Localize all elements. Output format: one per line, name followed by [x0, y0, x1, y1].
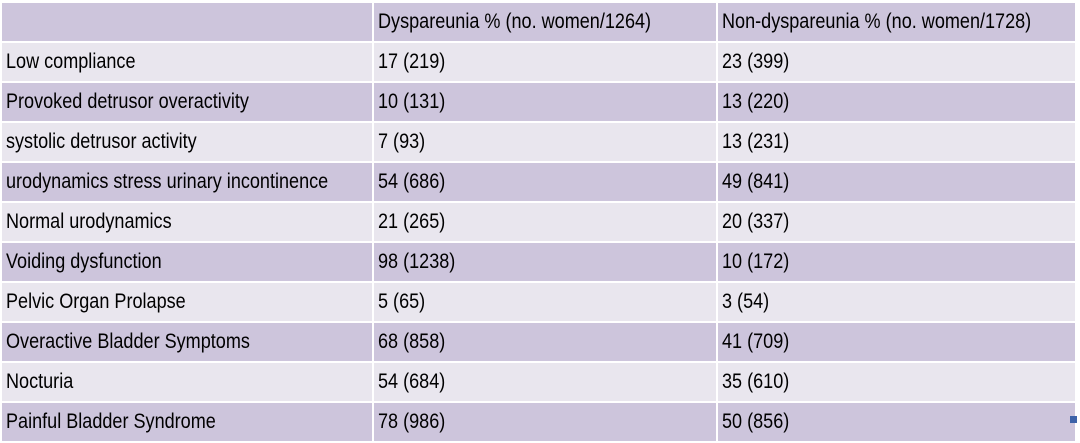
non-dyspareunia-value: 35 (610) — [722, 370, 790, 393]
non-dyspareunia-cell: 3 (54) — [716, 281, 1077, 323]
header-cell-blank — [0, 1, 374, 43]
header-non-dyspareunia-label: Non-dyspareunia % (no. women/1728) — [722, 10, 1032, 33]
dyspareunia-value: 17 (219) — [378, 50, 446, 73]
non-dyspareunia-value: 50 (856) — [722, 410, 790, 433]
non-dyspareunia-cell: 13 (220) — [716, 81, 1077, 123]
table-header: Dyspareunia % (no. women/1264) Non-dyspa… — [0, 1, 1077, 43]
header-cell-dyspareunia: Dyspareunia % (no. women/1264) — [372, 1, 718, 43]
non-dyspareunia-value: 13 (231) — [722, 130, 790, 153]
non-dyspareunia-value: 41 (709) — [722, 330, 790, 353]
row-label-cell: Voiding dysfunction — [0, 241, 374, 283]
row-label: Pelvic Organ Prolapse — [6, 290, 186, 313]
row-label: Voiding dysfunction — [6, 250, 162, 273]
resize-handle-icon[interactable] — [1070, 416, 1077, 423]
row-label-cell: Provoked detrusor overactivity — [0, 81, 374, 123]
table-row: Provoked detrusor overactivity 10 (131) … — [0, 81, 1077, 123]
non-dyspareunia-cell: 41 (709) — [716, 321, 1077, 363]
row-label: Painful Bladder Syndrome — [6, 410, 216, 433]
row-label: Provoked detrusor overactivity — [6, 90, 249, 113]
dyspareunia-value: 7 (93) — [378, 130, 426, 153]
dyspareunia-cell: 17 (219) — [372, 41, 718, 83]
dyspareunia-value: 78 (986) — [378, 410, 446, 433]
non-dyspareunia-cell: 50 (856) — [716, 401, 1077, 443]
dyspareunia-value: 5 (65) — [378, 290, 426, 313]
header-dyspareunia-label: Dyspareunia % (no. women/1264) — [378, 10, 652, 33]
dyspareunia-value: 98 (1238) — [378, 250, 456, 273]
dyspareunia-cell: 98 (1238) — [372, 241, 718, 283]
non-dyspareunia-cell: 35 (610) — [716, 361, 1077, 403]
dyspareunia-value: 54 (686) — [378, 170, 446, 193]
row-label-cell: urodynamics stress urinary incontinence — [0, 161, 374, 203]
non-dyspareunia-value: 10 (172) — [722, 250, 790, 273]
dyspareunia-cell: 54 (686) — [372, 161, 718, 203]
table-row: Voiding dysfunction 98 (1238) 10 (172) — [0, 241, 1077, 283]
table-row: Pelvic Organ Prolapse 5 (65) 3 (54) — [0, 281, 1077, 323]
row-label-cell: systolic detrusor activity — [0, 121, 374, 163]
table-row: Low compliance 17 (219) 23 (399) — [0, 41, 1077, 83]
row-label-cell: Overactive Bladder Symptoms — [0, 321, 374, 363]
non-dyspareunia-value: 13 (220) — [722, 90, 790, 113]
dyspareunia-cell: 78 (986) — [372, 401, 718, 443]
row-label: urodynamics stress urinary incontinence — [6, 170, 329, 193]
non-dyspareunia-value: 3 (54) — [722, 290, 770, 313]
table-body: Low compliance 17 (219) 23 (399) Provoke… — [0, 41, 1077, 443]
dyspareunia-cell: 10 (131) — [372, 81, 718, 123]
row-label-cell: Pelvic Organ Prolapse — [0, 281, 374, 323]
table-row: Overactive Bladder Symptoms 68 (858) 41 … — [0, 321, 1077, 363]
row-label: Nocturia — [6, 370, 74, 393]
dyspareunia-cell: 68 (858) — [372, 321, 718, 363]
row-label: systolic detrusor activity — [6, 130, 197, 153]
dyspareunia-cell: 7 (93) — [372, 121, 718, 163]
non-dyspareunia-cell: 49 (841) — [716, 161, 1077, 203]
row-label: Overactive Bladder Symptoms — [6, 330, 250, 353]
row-label-cell: Low compliance — [0, 41, 374, 83]
header-cell-non-dyspareunia: Non-dyspareunia % (no. women/1728) — [716, 1, 1077, 43]
row-label-cell: Painful Bladder Syndrome — [0, 401, 374, 443]
non-dyspareunia-cell: 20 (337) — [716, 201, 1077, 243]
dyspareunia-value: 10 (131) — [378, 90, 446, 113]
non-dyspareunia-value: 20 (337) — [722, 210, 790, 233]
row-label-cell: Nocturia — [0, 361, 374, 403]
row-label-cell: Normal urodynamics — [0, 201, 374, 243]
dyspareunia-value: 68 (858) — [378, 330, 446, 353]
dyspareunia-value: 21 (265) — [378, 210, 446, 233]
table-row: systolic detrusor activity 7 (93) 13 (23… — [0, 121, 1077, 163]
header-row: Dyspareunia % (no. women/1264) Non-dyspa… — [0, 1, 1077, 43]
table-row: urodynamics stress urinary incontinence … — [0, 161, 1077, 203]
row-label: Normal urodynamics — [6, 210, 172, 233]
non-dyspareunia-cell: 10 (172) — [716, 241, 1077, 283]
non-dyspareunia-value: 49 (841) — [722, 170, 790, 193]
table-row: Painful Bladder Syndrome 78 (986) 50 (85… — [0, 401, 1077, 443]
dyspareunia-cell: 54 (684) — [372, 361, 718, 403]
dyspareunia-cell: 21 (265) — [372, 201, 718, 243]
table-row: Normal urodynamics 21 (265) 20 (337) — [0, 201, 1077, 243]
non-dyspareunia-value: 23 (399) — [722, 50, 790, 73]
row-label: Low compliance — [6, 50, 136, 73]
non-dyspareunia-cell: 23 (399) — [716, 41, 1077, 83]
non-dyspareunia-cell: 13 (231) — [716, 121, 1077, 163]
dyspareunia-cell: 5 (65) — [372, 281, 718, 323]
table-row: Nocturia 54 (684) 35 (610) — [0, 361, 1077, 403]
dyspareunia-value: 54 (684) — [378, 370, 446, 393]
